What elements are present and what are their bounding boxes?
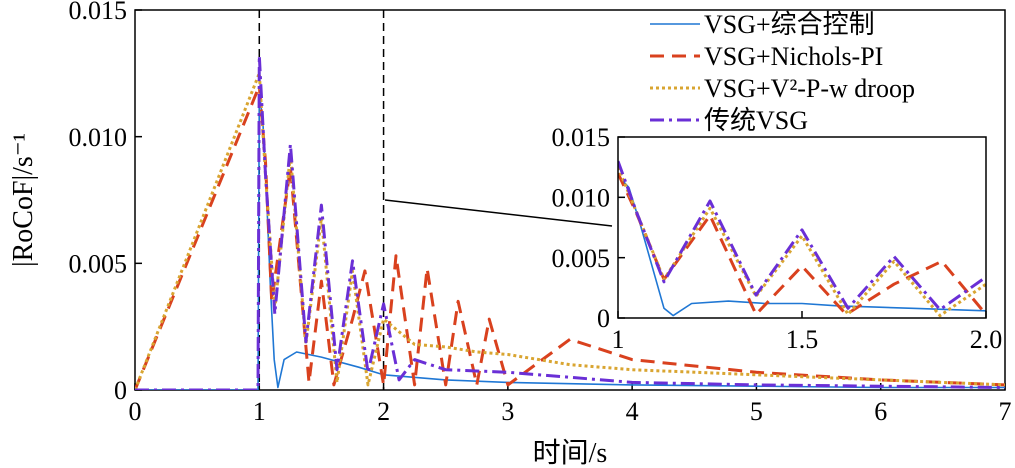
x-tick-label: 1 (612, 325, 625, 354)
legend-label-1: VSG+综合控制 (704, 10, 875, 39)
x-tick-label: 4 (626, 397, 639, 426)
legend-label-2: VSG+Nichols-PI (704, 42, 883, 71)
y-tick-label: 0.005 (552, 244, 611, 273)
main-series-group (135, 54, 1005, 390)
main-series-line-2 (135, 84, 1005, 390)
inset-series-group (618, 160, 986, 318)
inset-y-ticks: 0 0.005 0.010 0.015 (552, 123, 625, 333)
main-y-ticks: 0 0.005 0.010 0.015 (69, 0, 142, 405)
main-x-ticks: 0 1 2 3 4 5 6 7 (129, 383, 1012, 426)
inset-x-ticks: 1 1.5 2.0 (612, 311, 1003, 354)
inset-series-line-1 (618, 175, 986, 317)
x-axis-label: 时间/s (533, 437, 608, 468)
x-tick-label: 3 (501, 397, 514, 426)
y-tick-label: 0 (597, 304, 610, 333)
inset-series-line-4 (618, 160, 986, 312)
x-tick-label: 2.0 (970, 325, 1003, 354)
zoom-connector-line (384, 199, 613, 227)
y-axis-label: |RoCoF|/s⁻¹ (8, 133, 39, 267)
y-tick-label: 0.010 (69, 123, 128, 152)
x-tick-label: 1.5 (786, 325, 819, 354)
legend-label-3: VSG+V²-P-w droop (704, 74, 915, 103)
x-tick-label: 5 (750, 397, 763, 426)
legend-label-4: 传统VSG (704, 106, 808, 135)
x-tick-label: 0 (129, 397, 142, 426)
main-series-line-3 (135, 71, 1005, 390)
main-series-line-4 (135, 54, 1005, 390)
x-tick-label: 2 (377, 397, 390, 426)
y-tick-label: 0.005 (69, 249, 128, 278)
main-plot-frame (134, 9, 1006, 391)
x-tick-label: 1 (253, 397, 266, 426)
legend: VSG+综合控制 VSG+Nichols-PI VSG+V²-P-w droop 传统… (650, 10, 915, 135)
y-tick-label: 0.015 (552, 123, 611, 152)
y-tick-label: 0.010 (552, 183, 611, 212)
inset-background (618, 137, 986, 318)
y-tick-label: 0.015 (69, 0, 128, 25)
event-markers (258, 10, 385, 390)
y-tick-label: 0 (114, 376, 127, 405)
x-tick-label: 7 (999, 397, 1012, 426)
x-tick-label: 6 (874, 397, 887, 426)
